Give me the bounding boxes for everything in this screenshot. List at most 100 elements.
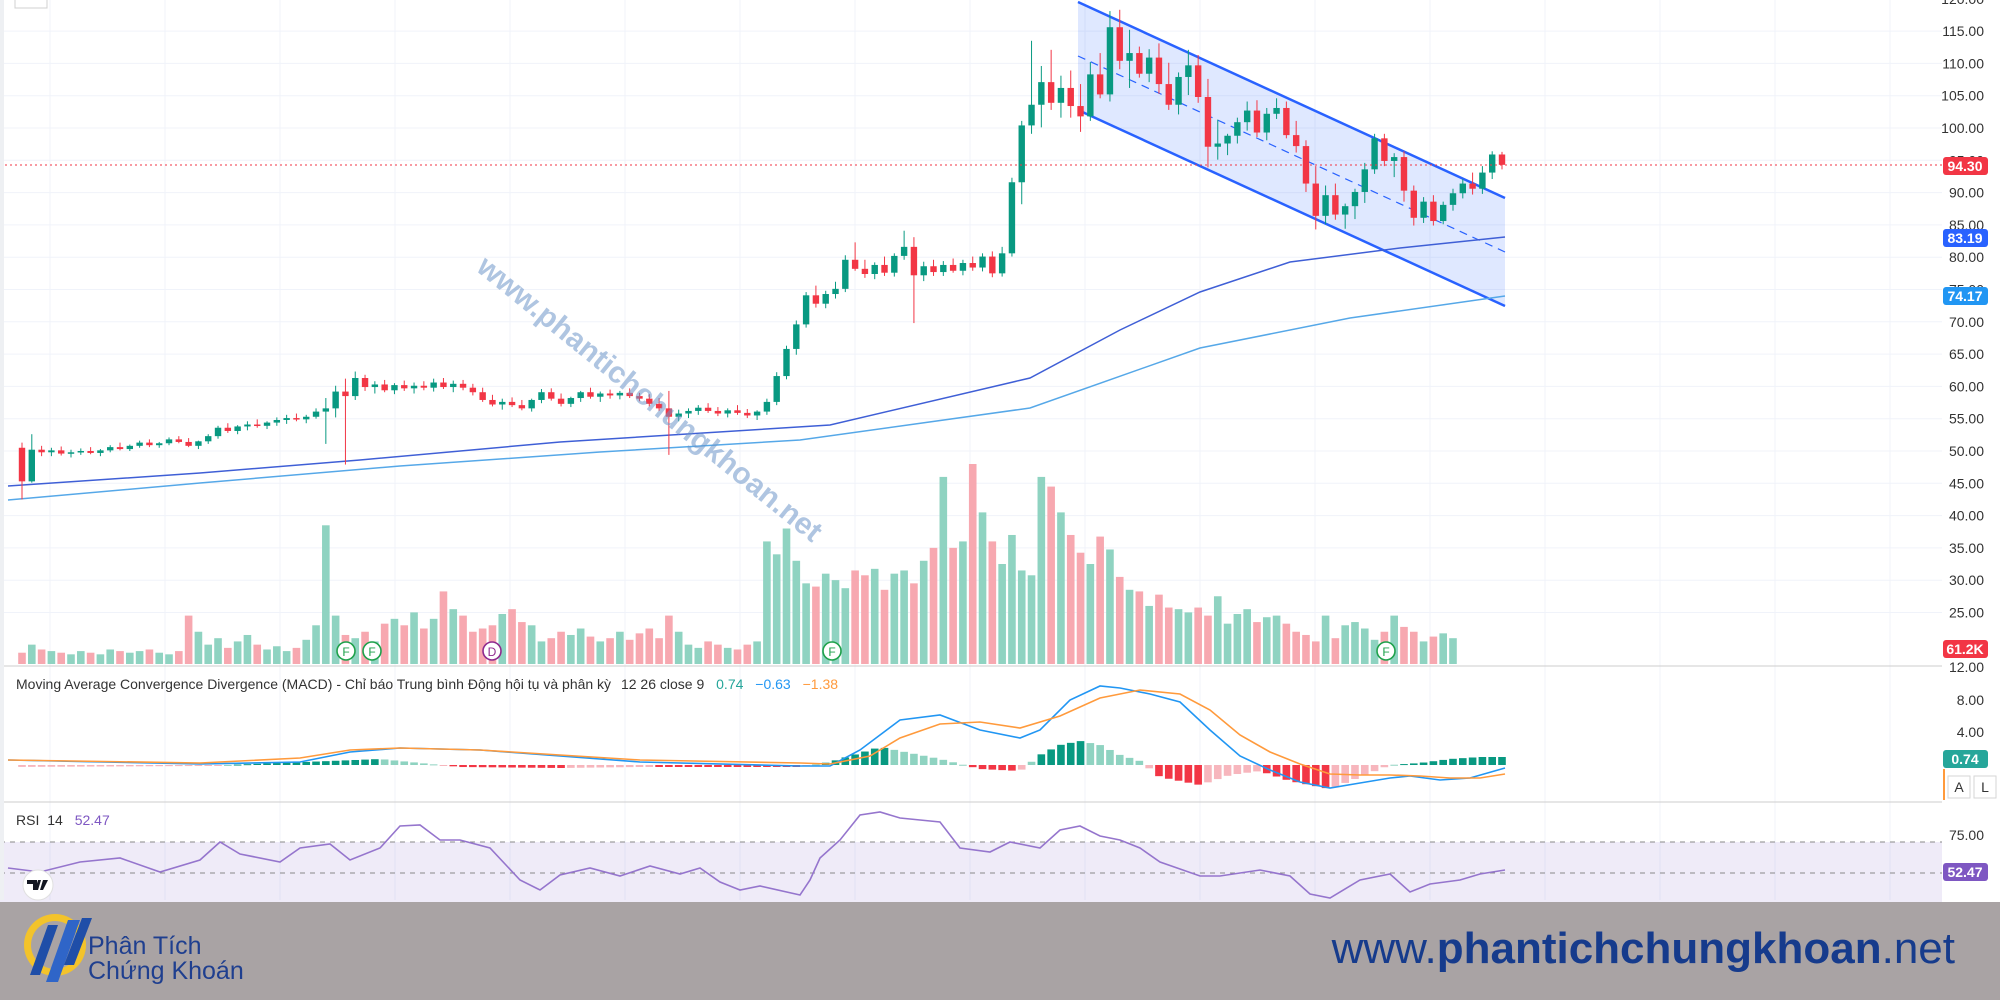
candle[interactable]: [1488, 151, 1496, 180]
tradingview-logo-icon[interactable]: [22, 869, 54, 901]
candle[interactable]: [156, 441, 163, 448]
candle[interactable]: [1165, 62, 1172, 110]
candle[interactable]: [410, 382, 418, 394]
candle[interactable]: [538, 388, 545, 404]
candle[interactable]: [881, 256, 888, 276]
candle[interactable]: [381, 379, 388, 393]
candle[interactable]: [1273, 98, 1280, 119]
candle[interactable]: [842, 255, 849, 293]
candle[interactable]: [185, 438, 192, 448]
candle[interactable]: [646, 394, 653, 407]
candle[interactable]: [18, 442, 26, 500]
candle[interactable]: [67, 449, 75, 458]
candle[interactable]: [234, 425, 241, 435]
event-marker[interactable]: F: [822, 641, 842, 661]
auto-scale-button[interactable]: A: [1947, 775, 1971, 799]
candle[interactable]: [655, 398, 663, 411]
candle[interactable]: [312, 408, 320, 419]
candle[interactable]: [254, 419, 261, 428]
candle[interactable]: [734, 405, 741, 415]
candle[interactable]: [753, 410, 761, 420]
candle[interactable]: [1116, 9, 1123, 70]
channel-upper-line[interactable]: [1077, 0, 1506, 200]
candle[interactable]: [1469, 172, 1476, 195]
candle[interactable]: [587, 387, 594, 399]
candle[interactable]: [28, 434, 36, 483]
candle[interactable]: [597, 391, 604, 402]
candle[interactable]: [1214, 119, 1221, 160]
candle[interactable]: [420, 381, 428, 391]
event-marker[interactable]: F: [336, 641, 356, 661]
candle[interactable]: [557, 393, 565, 407]
candle[interactable]: [1263, 107, 1270, 141]
candle[interactable]: [822, 290, 829, 309]
candle[interactable]: [508, 397, 516, 408]
candle[interactable]: [989, 251, 996, 278]
candle[interactable]: [430, 378, 437, 392]
candle[interactable]: [685, 408, 692, 419]
candle[interactable]: [87, 447, 94, 455]
candle[interactable]: [900, 230, 908, 260]
candle[interactable]: [1479, 166, 1486, 194]
collapse-button[interactable]: [14, 0, 48, 9]
candle[interactable]: [479, 387, 486, 402]
candle[interactable]: [626, 388, 633, 399]
candle[interactable]: [1057, 75, 1065, 118]
candle[interactable]: [1332, 183, 1339, 220]
candle[interactable]: [1018, 120, 1025, 205]
candle[interactable]: [763, 398, 771, 415]
event-marker[interactable]: F: [362, 641, 382, 661]
candle[interactable]: [1087, 62, 1094, 121]
candle[interactable]: [1224, 133, 1231, 156]
candle[interactable]: [293, 413, 300, 422]
candle[interactable]: [1253, 100, 1261, 138]
candle[interactable]: [391, 383, 398, 395]
candle[interactable]: [459, 379, 467, 391]
candle[interactable]: [107, 445, 114, 453]
candle[interactable]: [1410, 185, 1417, 226]
candle[interactable]: [1155, 43, 1163, 94]
candle[interactable]: [567, 396, 575, 408]
candle[interactable]: [361, 374, 369, 391]
candle[interactable]: [851, 242, 859, 271]
candle[interactable]: [1420, 197, 1427, 223]
candle[interactable]: [940, 261, 947, 276]
candle[interactable]: [744, 409, 751, 419]
candle[interactable]: [969, 256, 976, 271]
candle[interactable]: [793, 320, 800, 355]
candle[interactable]: [77, 448, 85, 455]
candle[interactable]: [244, 421, 251, 431]
candle[interactable]: [1038, 65, 1045, 128]
candle[interactable]: [1341, 203, 1349, 229]
candle[interactable]: [205, 434, 212, 444]
candle[interactable]: [1498, 151, 1506, 170]
candle[interactable]: [616, 390, 624, 400]
candle[interactable]: [861, 259, 869, 278]
candle[interactable]: [1312, 166, 1319, 230]
candle[interactable]: [1459, 179, 1466, 199]
candle[interactable]: [1234, 117, 1241, 144]
candle[interactable]: [352, 371, 359, 400]
footer-url[interactable]: www.phantichchungkhoan.net: [1331, 924, 1955, 973]
candle[interactable]: [58, 446, 65, 456]
candle[interactable]: [998, 246, 1006, 277]
candle[interactable]: [1028, 40, 1035, 134]
candle[interactable]: [636, 392, 643, 402]
candle[interactable]: [1283, 101, 1290, 139]
candle[interactable]: [665, 390, 673, 455]
candle[interactable]: [1361, 162, 1368, 203]
candle[interactable]: [469, 383, 477, 396]
candle[interactable]: [528, 398, 535, 412]
candle[interactable]: [303, 414, 310, 424]
candle[interactable]: [1400, 151, 1408, 202]
candle[interactable]: [1067, 70, 1074, 118]
candle[interactable]: [489, 394, 496, 407]
candle[interactable]: [910, 237, 918, 324]
candle[interactable]: [1381, 133, 1388, 167]
candle[interactable]: [322, 398, 330, 444]
candle[interactable]: [1106, 11, 1114, 102]
candle[interactable]: [1322, 185, 1329, 225]
candle[interactable]: [371, 381, 379, 394]
candle[interactable]: [1449, 188, 1457, 211]
